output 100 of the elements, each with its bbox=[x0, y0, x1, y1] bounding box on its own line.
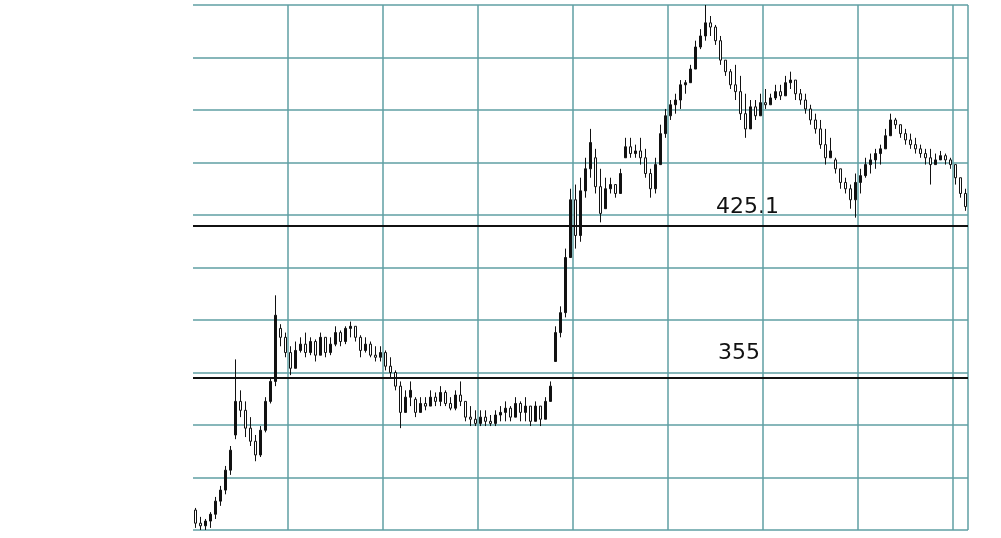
candlestick bbox=[529, 405, 532, 427]
candlestick bbox=[944, 153, 947, 166]
candlestick bbox=[464, 400, 467, 422]
candlestick bbox=[249, 416, 252, 447]
candlestick bbox=[854, 173, 857, 219]
candlestick bbox=[319, 332, 322, 356]
candlestick bbox=[819, 119, 822, 150]
candlestick bbox=[419, 396, 422, 413]
candlestick bbox=[659, 124, 662, 166]
candlestick bbox=[804, 93, 807, 115]
candlestick bbox=[664, 108, 667, 139]
candlestick bbox=[259, 425, 262, 458]
candlestick bbox=[524, 396, 527, 422]
candlestick bbox=[544, 396, 547, 420]
candlestick bbox=[589, 128, 592, 179]
candlestick bbox=[744, 93, 747, 139]
candlestick bbox=[454, 389, 457, 411]
candlestick bbox=[939, 150, 942, 161]
candlestick bbox=[379, 345, 382, 362]
candlestick bbox=[889, 113, 892, 137]
candlestick bbox=[619, 168, 622, 194]
candlestick bbox=[949, 157, 952, 170]
candlestick bbox=[909, 133, 912, 150]
candlestick bbox=[459, 380, 462, 407]
candlestick bbox=[324, 336, 327, 358]
candlestick bbox=[449, 396, 452, 411]
candlestick bbox=[839, 168, 842, 190]
candlestick bbox=[644, 148, 647, 179]
candlestick bbox=[199, 516, 202, 531]
candlestick bbox=[724, 59, 727, 77]
candlestick bbox=[564, 248, 567, 318]
candlestick bbox=[404, 389, 407, 413]
candlestick bbox=[224, 465, 227, 495]
candlestick bbox=[204, 518, 207, 531]
candlestick bbox=[749, 99, 752, 130]
candlestick bbox=[929, 148, 932, 186]
candlestick bbox=[294, 341, 297, 369]
candlestick bbox=[519, 400, 522, 422]
candlestick bbox=[374, 345, 377, 362]
candlestick bbox=[559, 305, 562, 338]
candlestick bbox=[214, 496, 217, 520]
candlestick bbox=[719, 35, 722, 66]
candlestick bbox=[364, 336, 367, 354]
candlestick bbox=[609, 177, 612, 194]
candlestick bbox=[359, 334, 362, 358]
candlestick bbox=[414, 396, 417, 418]
annotation: 355 bbox=[718, 338, 760, 364]
candlestick bbox=[904, 128, 907, 146]
candlestick bbox=[689, 64, 692, 84]
candlestick bbox=[759, 93, 762, 117]
candlestick bbox=[239, 389, 242, 418]
candlestick bbox=[469, 405, 472, 427]
candlestick bbox=[354, 325, 357, 343]
candlestick bbox=[924, 148, 927, 166]
candlestick bbox=[444, 389, 447, 407]
candlestick bbox=[914, 137, 917, 155]
candlestick bbox=[229, 445, 232, 476]
candlestick bbox=[729, 68, 732, 90]
candlestick bbox=[774, 84, 777, 101]
candlestick bbox=[709, 15, 712, 37]
candlestick bbox=[299, 336, 302, 354]
candlestick bbox=[824, 128, 827, 166]
candlestick bbox=[384, 349, 387, 371]
candlestick bbox=[649, 168, 652, 199]
candlestick bbox=[884, 128, 887, 150]
candlestick bbox=[704, 4, 707, 42]
candlestick bbox=[434, 391, 437, 407]
candlestick bbox=[499, 405, 502, 422]
candlestick bbox=[694, 40, 697, 70]
candlestick bbox=[634, 144, 637, 159]
candlestick bbox=[869, 153, 872, 175]
candlestick bbox=[329, 336, 332, 356]
candlestick bbox=[829, 137, 832, 159]
candlestick bbox=[669, 99, 672, 121]
candlestick bbox=[504, 400, 507, 422]
candlestick bbox=[799, 88, 802, 106]
candlestick bbox=[874, 148, 877, 170]
candlestick bbox=[789, 71, 792, 90]
candlestick bbox=[369, 341, 372, 358]
candlestick bbox=[484, 409, 487, 427]
candlestick bbox=[844, 177, 847, 194]
candlestick bbox=[779, 84, 782, 101]
candlestick bbox=[194, 507, 197, 529]
candlestick bbox=[739, 75, 742, 121]
candlestick bbox=[489, 414, 492, 427]
candlestick bbox=[309, 336, 312, 356]
candlestick bbox=[794, 79, 797, 101]
candlestick bbox=[814, 113, 817, 135]
candlestick bbox=[429, 389, 432, 407]
candlestick bbox=[314, 338, 317, 362]
candlestick bbox=[509, 405, 512, 422]
candlestick bbox=[399, 380, 402, 429]
candlestick bbox=[494, 409, 497, 427]
candlestick bbox=[784, 75, 787, 97]
candlestick bbox=[339, 330, 342, 347]
candlestick bbox=[584, 157, 587, 199]
candlestick bbox=[514, 396, 517, 418]
candlestick bbox=[954, 164, 957, 186]
candlestick bbox=[439, 385, 442, 407]
candlestick bbox=[344, 325, 347, 345]
